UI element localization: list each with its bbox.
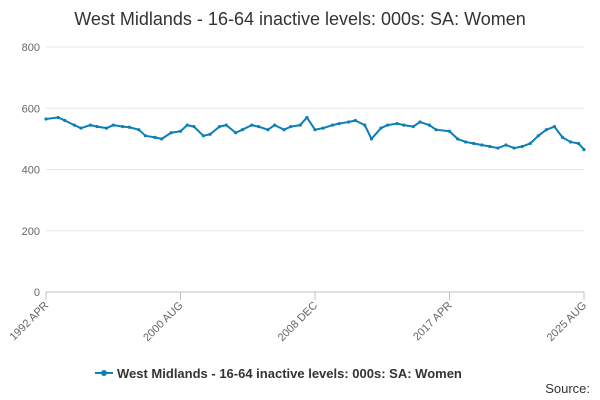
data-point[interactable] — [496, 146, 500, 150]
data-point[interactable] — [143, 134, 148, 138]
data-point[interactable] — [313, 128, 317, 132]
data-point[interactable] — [137, 128, 141, 132]
y-tick-label: 400 — [22, 165, 40, 177]
data-point[interactable] — [121, 125, 125, 129]
data-point[interactable] — [544, 128, 548, 132]
x-axis: 1992 APR 2000 AUG 2008 DEC 2017 APR 2025 AUG — [8, 291, 589, 344]
data-point[interactable] — [298, 123, 302, 127]
legend-label: West Midlands - 16-64 inactive levels: 0… — [117, 366, 462, 381]
data-point[interactable] — [520, 144, 524, 149]
y-tick-label: 800 — [22, 42, 40, 54]
data-point[interactable] — [208, 132, 212, 136]
plot-area — [44, 115, 586, 152]
data-point[interactable] — [337, 121, 341, 126]
data-point[interactable] — [256, 125, 261, 129]
data-point[interactable] — [528, 141, 532, 146]
legend[interactable]: West Midlands - 16-64 inactive levels: 0… — [95, 366, 462, 381]
data-point[interactable] — [153, 135, 157, 139]
data-point[interactable] — [224, 123, 228, 127]
data-point[interactable] — [504, 143, 508, 147]
data-point[interactable] — [395, 121, 399, 126]
chart-title: West Midlands - 16-64 inactive levels: 0… — [74, 9, 526, 29]
data-point[interactable] — [434, 128, 438, 132]
data-point[interactable] — [185, 123, 189, 127]
data-point[interactable] — [552, 125, 557, 129]
data-point[interactable] — [56, 115, 60, 120]
data-point[interactable] — [386, 123, 390, 127]
series-line[interactable] — [45, 116, 585, 151]
data-point[interactable] — [369, 137, 374, 141]
data-point[interactable] — [79, 126, 83, 130]
gridlines — [46, 46, 584, 232]
data-point[interactable] — [480, 143, 484, 147]
data-point[interactable] — [240, 128, 244, 132]
data-point[interactable] — [88, 123, 92, 127]
data-point[interactable] — [111, 123, 115, 127]
data-point[interactable] — [560, 135, 565, 139]
data-point[interactable] — [127, 125, 131, 129]
x-tick-label: 2000 AUG — [141, 300, 185, 344]
data-point[interactable] — [568, 140, 573, 144]
data-point[interactable] — [95, 125, 99, 129]
data-point[interactable] — [169, 131, 173, 135]
data-point[interactable] — [330, 123, 335, 127]
data-point[interactable] — [266, 128, 270, 132]
legend-marker — [101, 370, 107, 376]
data-point[interactable] — [63, 118, 67, 123]
data-point[interactable] — [234, 131, 238, 135]
data-point[interactable] — [217, 125, 222, 129]
data-point[interactable] — [250, 123, 254, 127]
data-point[interactable] — [577, 141, 581, 146]
x-tick-label: 1992 APR — [8, 300, 52, 344]
data-point[interactable] — [472, 141, 476, 146]
data-point[interactable] — [402, 123, 406, 127]
data-point[interactable] — [536, 134, 540, 138]
data-point[interactable] — [447, 129, 452, 133]
data-point[interactable] — [582, 147, 586, 152]
data-point[interactable] — [72, 123, 76, 127]
data-point[interactable] — [418, 120, 422, 124]
x-tick-label: 2017 APR — [411, 300, 455, 344]
x-tick-label: 2025 AUG — [545, 300, 589, 344]
y-tick-label: 600 — [22, 103, 40, 115]
data-point[interactable] — [273, 123, 277, 127]
source-label[interactable]: Source: — [545, 381, 590, 396]
data-point[interactable] — [379, 126, 383, 130]
data-point[interactable] — [44, 117, 48, 121]
data-point[interactable] — [464, 140, 468, 144]
data-point[interactable] — [353, 118, 357, 123]
data-point[interactable] — [178, 129, 183, 133]
data-point[interactable] — [411, 125, 415, 129]
data-point[interactable] — [289, 125, 293, 129]
x-tick-label: 2008 DEC — [276, 300, 320, 344]
data-point[interactable] — [321, 126, 325, 130]
y-tick-label: 200 — [22, 226, 40, 238]
data-point[interactable] — [305, 115, 309, 120]
data-point[interactable] — [455, 137, 460, 141]
data-point[interactable] — [192, 125, 196, 129]
y-tick-label: 0 — [34, 287, 40, 299]
data-point[interactable] — [512, 146, 516, 150]
data-point[interactable] — [160, 137, 164, 141]
data-point[interactable] — [104, 126, 109, 130]
data-point[interactable] — [488, 144, 492, 149]
data-point[interactable] — [363, 123, 367, 127]
data-point[interactable] — [282, 128, 286, 132]
data-point[interactable] — [427, 123, 431, 127]
y-axis: 0 200 400 600 800 — [22, 42, 40, 299]
data-point[interactable] — [347, 120, 351, 124]
data-point[interactable] — [201, 134, 205, 138]
